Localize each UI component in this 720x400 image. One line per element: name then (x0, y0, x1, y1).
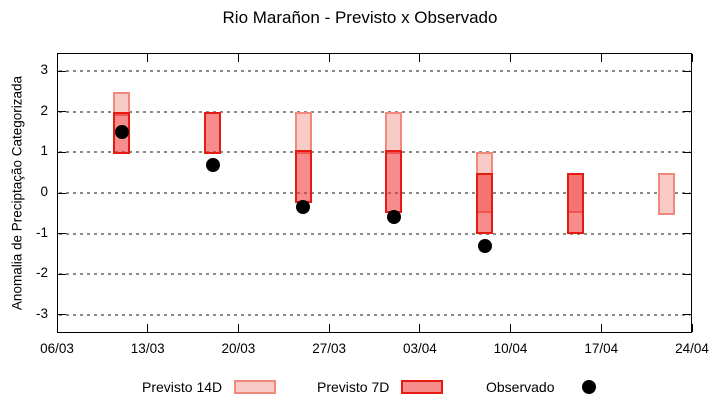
x-tick-bottom (600, 324, 602, 332)
previsto-7d-bar (204, 111, 221, 155)
y-tick-left (58, 273, 66, 275)
x-tick-label: 13/03 (130, 341, 165, 356)
y-tick-right (683, 192, 691, 194)
x-tick-top (691, 54, 693, 62)
y-tick-right (683, 70, 691, 72)
y-tick-left (58, 314, 66, 316)
x-tick-bottom (56, 324, 58, 332)
gridline (59, 110, 690, 113)
x-tick-top (510, 54, 512, 62)
y-tick-label: 0 (40, 184, 48, 199)
x-tick-top (237, 54, 239, 62)
previsto-7d-bar (294, 150, 312, 204)
observado-legend-dot (582, 380, 597, 394)
legend-item-previsto-14d: Previsto 14D (142, 376, 277, 398)
y-tick-label: 1 (40, 143, 48, 159)
previsto-14d-bar (294, 111, 312, 155)
previsto-7d-bar (566, 172, 584, 234)
x-tick-label: 27/03 (312, 341, 347, 356)
x-tick-top (419, 54, 421, 62)
y-tick-left (58, 233, 66, 235)
observed-dot (205, 157, 220, 172)
legend-label-observado: Observado (486, 379, 555, 395)
observed-dot (477, 238, 492, 253)
y-tick-right (683, 273, 691, 275)
previsto-14d-bar (385, 111, 403, 155)
legend-label-previsto-7d: Previsto 7D (317, 379, 390, 395)
y-tick-left (58, 111, 66, 113)
x-tick-label: 17/04 (584, 341, 619, 356)
y-tick-left (58, 192, 66, 194)
y-tick-right (683, 151, 691, 153)
y-tick-label: -1 (35, 224, 48, 240)
chart-title: Rio Marañon - Previsto x Observado (222, 8, 498, 27)
legend-label-previsto-14d: Previsto 14D (142, 379, 223, 395)
x-tick-top (56, 54, 58, 62)
x-tick-top (328, 54, 330, 62)
y-tick-left (58, 151, 66, 153)
x-tick-bottom (691, 324, 693, 332)
y-tick-right (683, 233, 691, 235)
y-tick-label: 2 (40, 102, 48, 118)
previsto-7d-bar (476, 172, 494, 234)
gridline (59, 273, 690, 276)
gridline (59, 70, 690, 73)
y-tick-left (58, 70, 66, 72)
gridline (59, 192, 690, 194)
x-tick-bottom (419, 324, 421, 332)
y-tick-label: -3 (35, 305, 48, 321)
y-tick-right (683, 111, 691, 113)
x-tick-label: 06/03 (40, 341, 74, 356)
x-tick-top (147, 54, 149, 62)
y-tick-label: 3 (40, 62, 48, 78)
previsto-7d-swatch (401, 380, 444, 394)
previsto-14d-swatch (234, 380, 277, 394)
legend-item-observado: Observado (486, 376, 597, 398)
previsto-7d-bar (385, 150, 403, 214)
gridline (59, 313, 690, 316)
x-tick-bottom (147, 324, 149, 332)
observed-dot (114, 125, 129, 140)
y-tick-label: -2 (35, 265, 48, 281)
y-tick-right (683, 314, 691, 316)
x-tick-label: 10/04 (493, 341, 528, 356)
x-tick-top (600, 54, 602, 62)
previsto-14d-bar (657, 172, 675, 216)
x-tick-label: 24/04 (675, 341, 709, 356)
observed-dot (386, 210, 401, 225)
x-tick-label: 03/04 (402, 341, 437, 356)
gridline (59, 151, 690, 154)
x-tick-bottom (510, 324, 512, 332)
x-tick-bottom (237, 324, 239, 332)
legend: Previsto 14D Previsto 7D Observado (0, 376, 720, 398)
x-tick-label: 20/03 (221, 341, 256, 356)
legend-item-previsto-7d: Previsto 7D (317, 376, 444, 398)
gridline (59, 232, 690, 235)
observed-dot (296, 200, 311, 215)
x-tick-bottom (328, 324, 330, 332)
